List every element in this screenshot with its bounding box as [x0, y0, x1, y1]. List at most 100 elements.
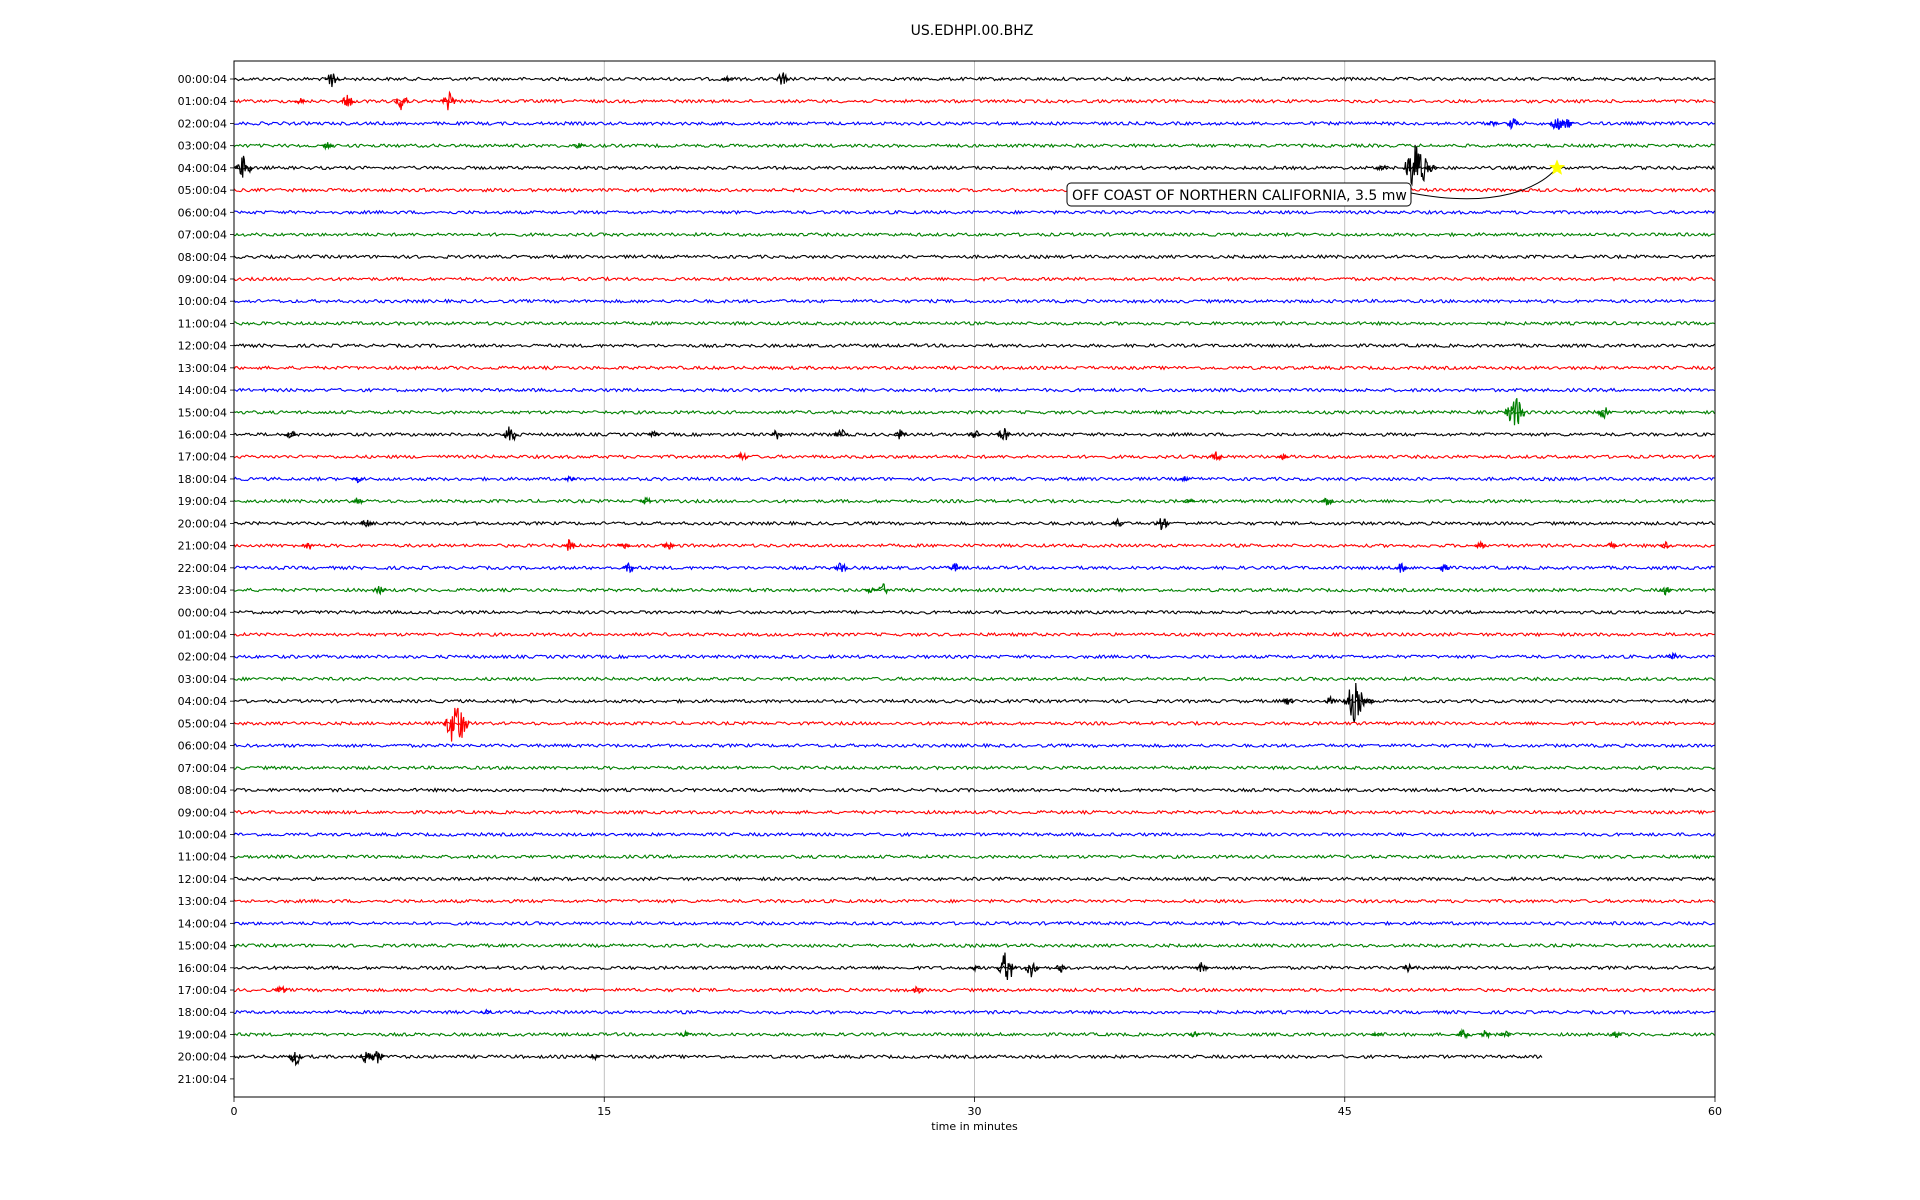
event-row-43-1 — [1187, 1030, 1201, 1038]
trace-row-17 — [233, 453, 1715, 460]
trace-row-12 — [233, 342, 1715, 349]
trace-row-21 — [233, 542, 1715, 549]
event-row-16-1 — [502, 426, 519, 442]
trace-row-26 — [233, 654, 1715, 660]
event-row-26-0 — [1666, 651, 1680, 660]
x-tick-label: 0 — [231, 1105, 238, 1118]
event-row-16-7 — [996, 428, 1012, 441]
event-row-28-3 — [1362, 697, 1376, 705]
trace-row-29 — [233, 720, 1715, 727]
event-row-41-1 — [911, 985, 925, 995]
y-tick-label: 07:00:04 — [178, 762, 227, 775]
y-tick-label: 19:00:04 — [178, 1028, 227, 1041]
y-tick-label: 06:00:04 — [178, 206, 227, 219]
event-row-16-2 — [647, 429, 660, 439]
y-tick-label: 03:00:04 — [178, 140, 227, 153]
event-row-1-3 — [294, 97, 307, 105]
trace-row-19 — [233, 498, 1715, 504]
event-row-42-0 — [479, 1008, 492, 1015]
event-row-21-5 — [1605, 540, 1618, 550]
y-tick-label: 11:00:04 — [178, 851, 227, 864]
annotation-box — [1066, 182, 1412, 207]
event-row-19-0 — [350, 497, 365, 506]
event-row-29-0 — [442, 707, 470, 742]
event-row-40-2 — [1054, 963, 1068, 973]
event-row-17-2 — [1276, 452, 1289, 461]
y-tick-label: 14:00:04 — [178, 917, 227, 930]
y-tick-label: 00:00:04 — [178, 73, 227, 86]
trace-row-27 — [233, 676, 1715, 682]
trace-row-24 — [233, 609, 1715, 615]
trace-row-11 — [233, 320, 1715, 327]
trace-row-4 — [233, 165, 1715, 171]
y-tick-label: 15:00:04 — [178, 406, 227, 419]
event-row-16-4 — [833, 428, 849, 438]
trace-row-39 — [233, 942, 1715, 949]
trace-row-14 — [233, 387, 1715, 393]
event-row-2-2 — [1559, 119, 1574, 128]
y-tick-label: 11:00:04 — [178, 317, 227, 330]
trace-row-35 — [233, 854, 1715, 860]
y-tick-label: 13:00:04 — [178, 895, 227, 908]
event-row-4-0 — [234, 155, 253, 178]
row-tick-labels: 00:00:04 01:00:04 02:00:04 03:00:04 04:00:04… — [178, 73, 234, 1086]
event-row-22-1 — [833, 562, 849, 573]
event-row-44-3 — [588, 1053, 601, 1062]
y-tick-label: 07:00:04 — [178, 229, 227, 242]
trace-row-1 — [233, 98, 1715, 104]
event-row-21-6 — [1659, 540, 1672, 549]
event-row-1-1 — [393, 96, 410, 111]
event-row-4-1 — [1402, 144, 1431, 187]
event-row-15-1 — [1596, 407, 1612, 420]
trace-row-20 — [233, 520, 1715, 527]
event-row-15-0 — [1503, 398, 1526, 426]
trace-row-5 — [233, 187, 1715, 193]
trace-row-22 — [233, 565, 1715, 571]
y-tick-label: 04:00:04 — [178, 695, 227, 708]
trace-row-15 — [233, 409, 1715, 416]
y-tick-label: 23:00:04 — [178, 584, 227, 597]
trace-row-37 — [233, 898, 1715, 904]
y-tick-label: 16:00:04 — [178, 429, 227, 442]
event-row-16-3 — [770, 429, 784, 440]
y-tick-label: 15:00:04 — [178, 940, 227, 953]
event-row-41-0 — [274, 984, 288, 994]
y-tick-label: 00:00:04 — [178, 606, 227, 619]
trace-row-3 — [233, 143, 1715, 149]
trace-row-10 — [233, 298, 1715, 305]
trace-row-32 — [233, 787, 1715, 793]
event-row-43-3 — [1456, 1028, 1471, 1040]
x-tick-label: 30 — [968, 1105, 982, 1118]
event-row-16-6 — [967, 430, 982, 438]
event-row-17-1 — [1209, 451, 1224, 462]
x-tick-label: 15 — [597, 1105, 611, 1118]
event-row-43-0 — [679, 1029, 692, 1038]
event-row-19-1 — [639, 496, 653, 505]
event-row-22-3 — [1394, 562, 1409, 573]
trace-row-25 — [233, 631, 1715, 638]
trace-row-23 — [233, 587, 1715, 593]
event-row-43-4 — [1478, 1030, 1492, 1040]
event-row-44-2 — [369, 1050, 385, 1064]
event-row-1-0 — [340, 94, 355, 107]
event-row-3-1 — [573, 142, 586, 149]
trace-row-6 — [233, 209, 1715, 216]
y-tick-label: 08:00:04 — [178, 784, 227, 797]
event-row-22-4 — [1436, 563, 1450, 572]
event-row-16-5 — [893, 429, 908, 440]
event-row-4-3 — [1424, 164, 1439, 173]
event-row-40-3 — [1194, 962, 1209, 973]
y-tick-label: 09:00:04 — [178, 273, 227, 286]
y-tick-label: 08:00:04 — [178, 251, 227, 264]
y-tick-label: 19:00:04 — [178, 495, 227, 508]
vertical-grid — [603, 61, 1346, 1097]
trace-row-38 — [233, 920, 1715, 927]
event-row-40-0 — [995, 952, 1018, 980]
trace-row-41 — [233, 987, 1715, 993]
event-row-1-2 — [440, 90, 457, 111]
event-row-0-0 — [324, 73, 341, 88]
event-row-22-2 — [948, 562, 962, 572]
y-tick-label: 01:00:04 — [178, 95, 227, 108]
event-row-21-2 — [617, 543, 631, 550]
